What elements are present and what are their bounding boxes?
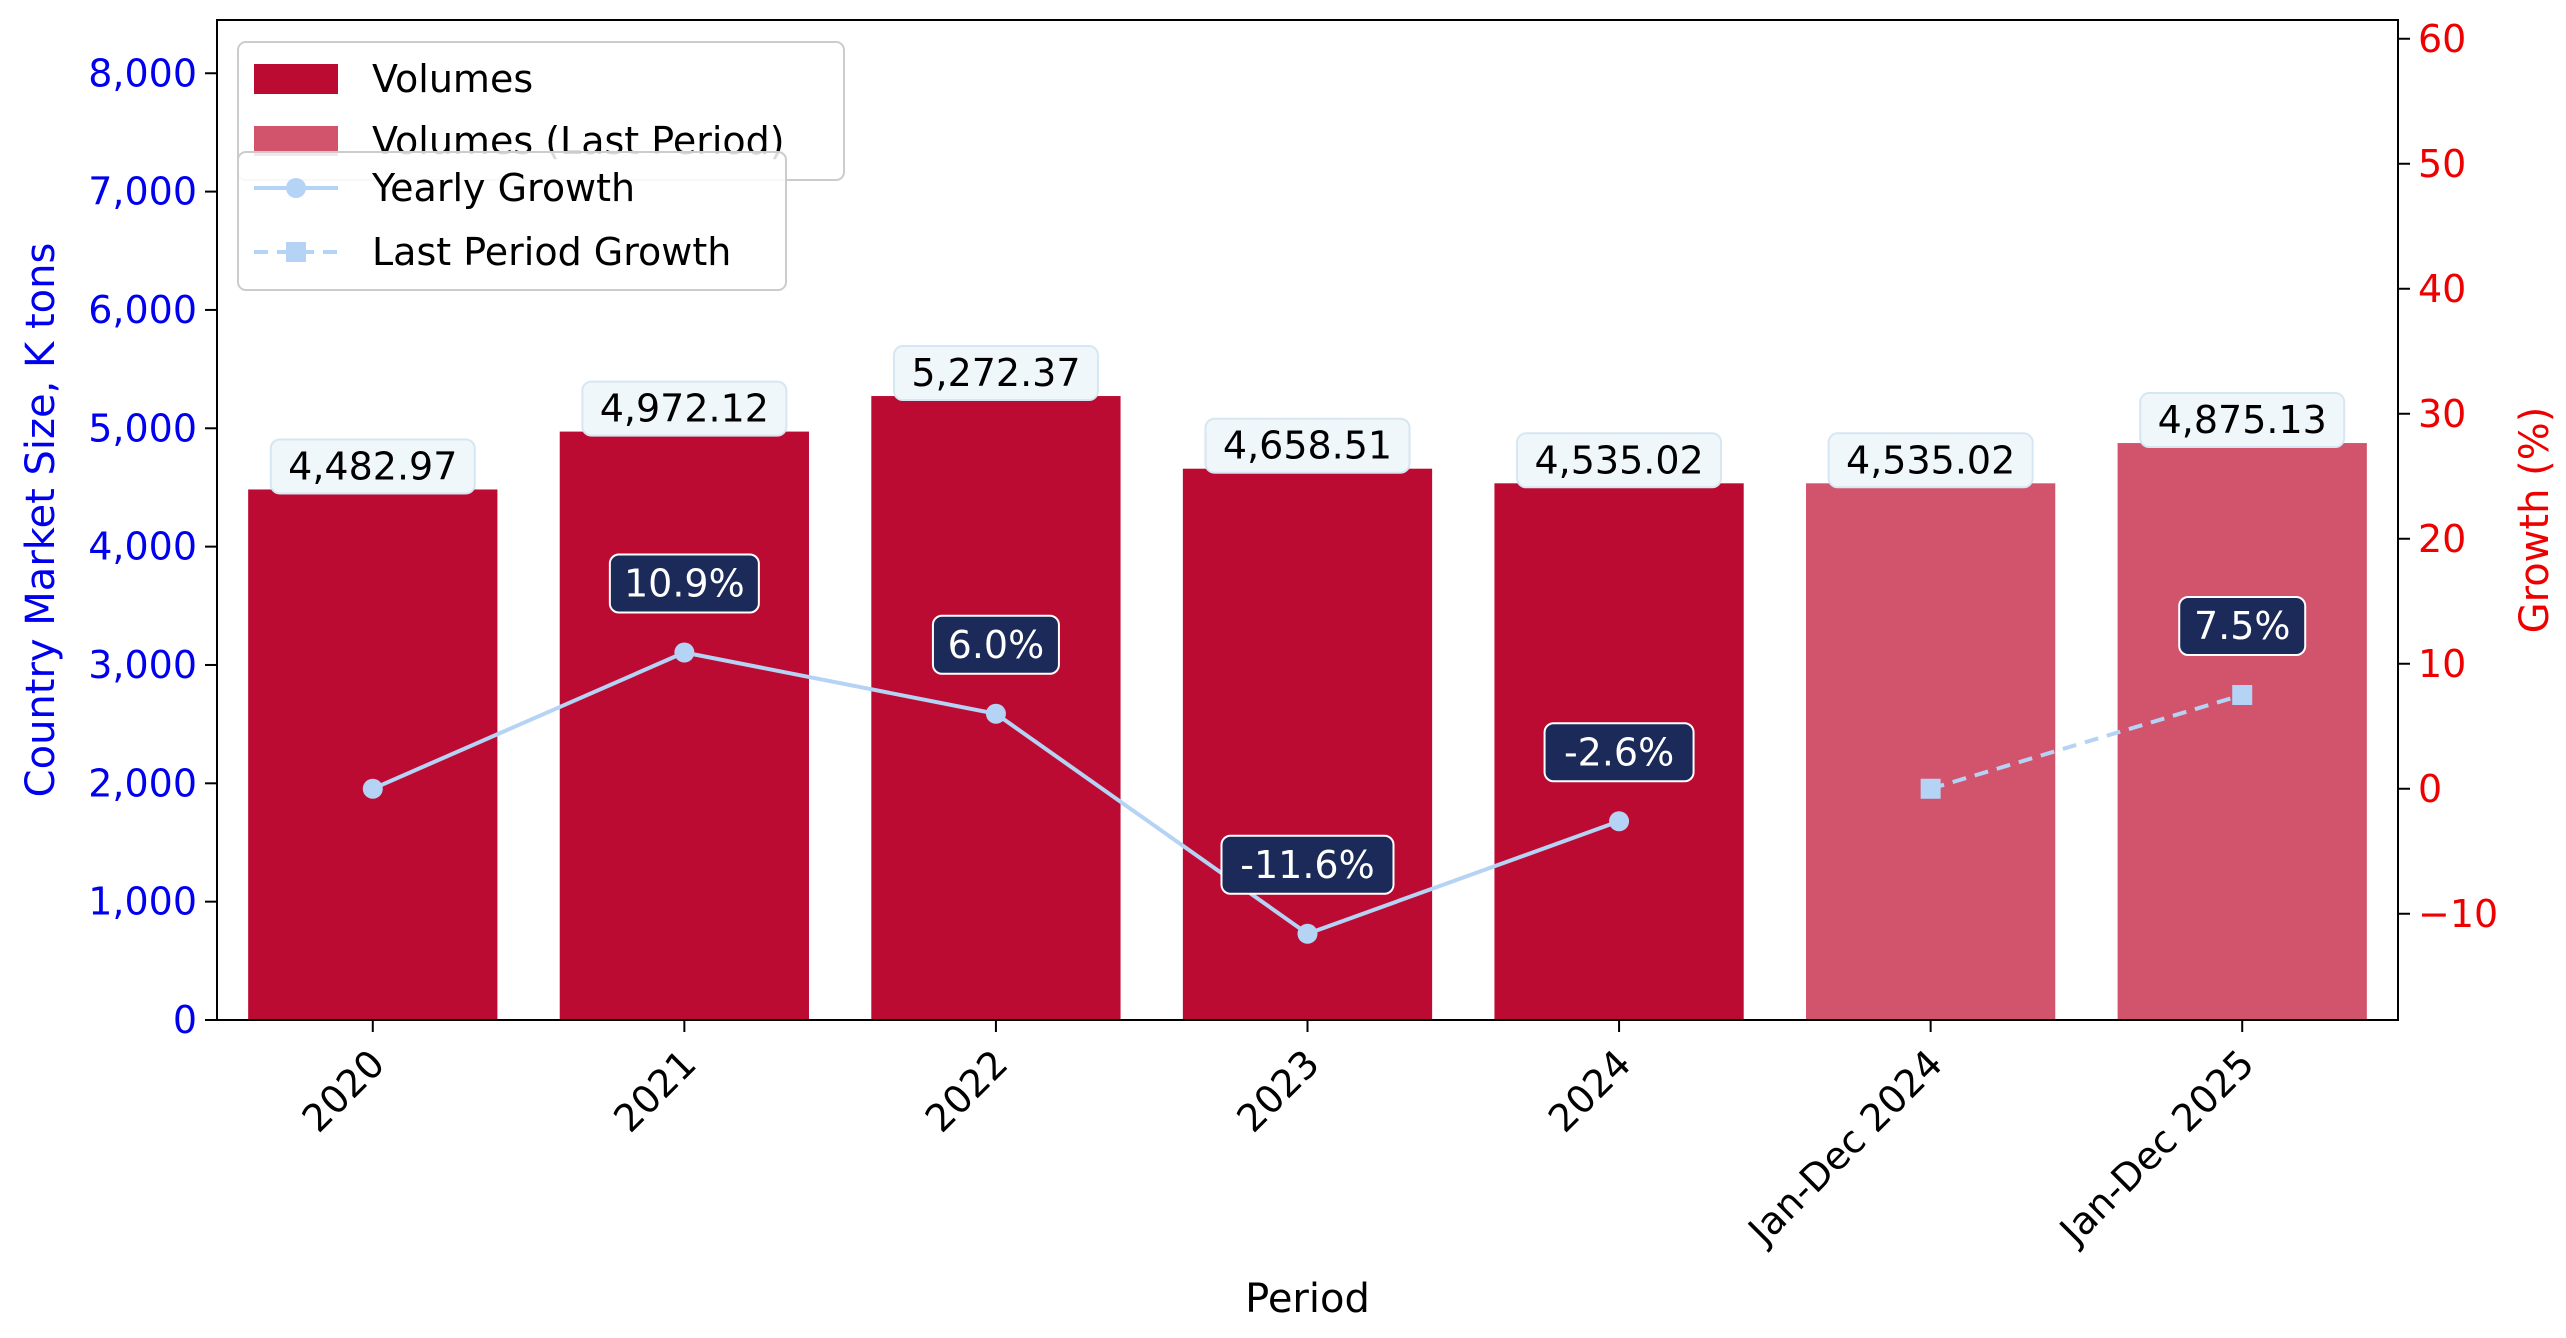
left-tick-label-3: 3,000 bbox=[88, 643, 197, 687]
left-tick-label-8: 8,000 bbox=[88, 51, 197, 95]
bar-volumes-0 bbox=[248, 489, 498, 1020]
volume-label-box-4 bbox=[1516, 432, 1723, 489]
volume-label-box-2 bbox=[892, 345, 1099, 402]
volume-labels-layer: 4,482.97 4,972.12 5,272.37 4,658.51 4,535.02… bbox=[269, 345, 2346, 495]
left-tick-label-5: 5,000 bbox=[88, 406, 197, 450]
x-tick-label-5: Jan-Dec 2024 bbox=[1738, 1041, 1951, 1254]
left-tick-label-6: 6,000 bbox=[88, 288, 197, 332]
x-tick-label-6: Jan-Dec 2025 bbox=[2050, 1041, 2263, 1254]
growth-label-6: 7.5% bbox=[2194, 604, 2291, 648]
volume-label-3: 4,658.51 bbox=[1223, 424, 1392, 468]
volume-label-box-1 bbox=[581, 380, 788, 437]
right-tick-label-7: 60 bbox=[2418, 17, 2466, 61]
volume-label-2: 5,272.37 bbox=[911, 351, 1080, 395]
bar-volumes-1 bbox=[559, 431, 809, 1020]
yearly-growth-point-2 bbox=[985, 703, 1006, 724]
left-tick-label-4: 4,000 bbox=[88, 525, 197, 569]
last-period-growth-point-5 bbox=[1920, 778, 1941, 799]
right-tick-label-5: 40 bbox=[2418, 267, 2466, 311]
lines-layer bbox=[362, 642, 2253, 944]
right-tick-label-2: 10 bbox=[2418, 642, 2466, 686]
left-tick-label-2: 2,000 bbox=[88, 761, 197, 805]
right-axis-title: Growth (%) bbox=[2512, 407, 2558, 634]
volume-label-1: 4,972.12 bbox=[600, 387, 769, 431]
growth-label-3: -11.6% bbox=[1240, 843, 1374, 887]
x-tick-label-2: 2022 bbox=[917, 1041, 1017, 1141]
growth-label-box-6 bbox=[2178, 596, 2307, 656]
x-axis-title: Period bbox=[1245, 1276, 1370, 1322]
legend-yearly-growth-marker bbox=[286, 178, 306, 198]
legend-yearly-growth-label: Yearly Growth bbox=[371, 166, 635, 210]
yearly-growth-point-4 bbox=[1609, 811, 1630, 832]
volume-label-box-6 bbox=[2139, 392, 2346, 449]
volume-label-0: 4,482.97 bbox=[288, 444, 457, 488]
left-tick-label-0: 0 bbox=[173, 998, 197, 1042]
growth-label-2: 6.0% bbox=[948, 623, 1045, 667]
right-tick-label-0: −10 bbox=[2418, 892, 2498, 936]
right-tick-label-4: 30 bbox=[2418, 392, 2466, 436]
x-tick-label-3: 2023 bbox=[1228, 1041, 1328, 1141]
left-tick-label-7: 7,000 bbox=[88, 170, 197, 214]
volume-label-6: 4,875.13 bbox=[2158, 398, 2327, 442]
last-period-growth-point-6 bbox=[2232, 685, 2253, 705]
growth-label-4: -2.6% bbox=[1564, 730, 1674, 774]
growth-label-box-4 bbox=[1543, 722, 1695, 783]
right-tick-label-1: 0 bbox=[2418, 767, 2442, 811]
legend-volumes-label: Volumes bbox=[372, 57, 533, 101]
volume-label-4: 4,535.02 bbox=[1534, 438, 1703, 482]
legend-lines-frame bbox=[237, 151, 787, 291]
bar-last-period-6 bbox=[2117, 443, 2367, 1020]
yearly-growth-point-1 bbox=[674, 642, 695, 663]
growth-label-box-1 bbox=[608, 553, 760, 614]
left-axis-title: Country Market Size, K tons bbox=[18, 243, 64, 798]
growth-label-box-3 bbox=[1220, 834, 1395, 895]
right-tick-label-3: 20 bbox=[2418, 517, 2466, 561]
yearly-growth-point-3 bbox=[1297, 923, 1318, 944]
yearly-growth-point-0 bbox=[362, 778, 383, 799]
growth-label-1: 10.9% bbox=[624, 562, 745, 606]
right-tick-label-6: 50 bbox=[2418, 142, 2466, 186]
bar-last-period-5 bbox=[1806, 483, 2056, 1020]
legend-last-period-growth-label: Last Period Growth bbox=[372, 230, 731, 274]
legend-last-period-growth-marker bbox=[286, 242, 306, 262]
left-tick-label-1: 1,000 bbox=[88, 880, 197, 924]
growth-label-box-2 bbox=[931, 614, 1060, 675]
x-tick-label-4: 2024 bbox=[1540, 1041, 1640, 1141]
x-tick-label-1: 2021 bbox=[605, 1041, 705, 1141]
last-period-growth-line bbox=[1930, 693, 2243, 791]
volume-label-box-0 bbox=[269, 438, 476, 495]
volume-label-5: 4,535.02 bbox=[1846, 438, 2015, 482]
legend-volumes-swatch bbox=[254, 64, 338, 94]
x-tick-label-0: 2020 bbox=[294, 1041, 394, 1141]
volume-label-box-3 bbox=[1204, 417, 1411, 474]
growth-labels-layer: 10.9% 6.0% -11.6% -2.6% 7.5% bbox=[608, 553, 2307, 895]
volume-label-box-5 bbox=[1827, 432, 2034, 489]
